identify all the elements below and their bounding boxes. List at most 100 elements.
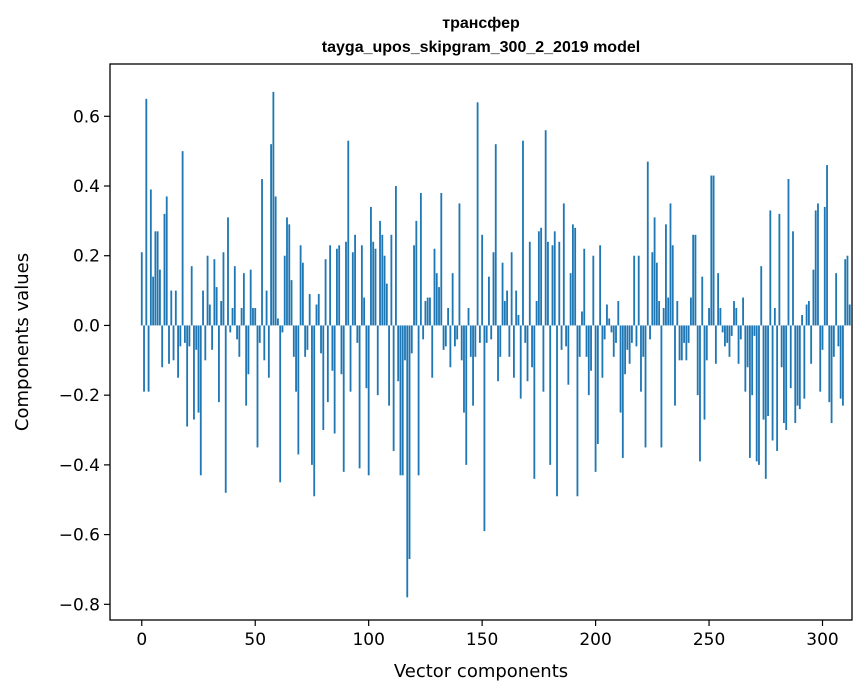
bar (710, 175, 713, 326)
bar (168, 325, 170, 364)
bar (140, 252, 143, 326)
bar (193, 325, 195, 420)
bar (286, 217, 288, 326)
bar (424, 301, 427, 326)
bar (594, 325, 597, 472)
bar (406, 325, 409, 598)
bar (456, 325, 459, 340)
bar (218, 325, 220, 403)
bar (215, 287, 218, 326)
bar (156, 231, 159, 326)
bar (699, 325, 701, 462)
bar (247, 325, 250, 375)
x-tick-label: 100 (352, 630, 384, 650)
bar (497, 325, 499, 382)
bar (186, 325, 189, 427)
bar (528, 241, 531, 326)
bar (478, 325, 481, 343)
bar (145, 98, 148, 326)
chart-subtitle: tayga_upos_skipgram_300_2_2019 model (322, 39, 640, 56)
bar (701, 276, 704, 326)
bar (444, 325, 447, 347)
bar (551, 245, 554, 326)
bar (660, 325, 663, 448)
bar (817, 203, 819, 326)
bar (517, 314, 520, 326)
bar (792, 231, 794, 326)
bar (610, 325, 613, 333)
bar (533, 325, 536, 479)
bar (465, 325, 468, 465)
bar (835, 273, 838, 326)
bar (360, 245, 363, 326)
bar (381, 234, 384, 326)
bar (780, 325, 783, 368)
bar (365, 325, 368, 389)
bar (624, 325, 626, 375)
bar (494, 144, 497, 326)
bar (601, 325, 604, 378)
bar (270, 144, 273, 326)
bar (195, 325, 198, 350)
bar (447, 308, 450, 326)
y-tick-label: 0.2 (73, 247, 100, 267)
bar (311, 325, 313, 465)
bar (392, 325, 395, 451)
bar (272, 91, 275, 326)
bar (429, 297, 431, 326)
bar (161, 325, 164, 368)
bar (739, 325, 742, 340)
bar (308, 294, 311, 326)
bar (576, 325, 579, 497)
y-tick-label: 0.6 (73, 107, 100, 127)
bar (571, 224, 574, 326)
bar (236, 325, 238, 340)
bar (408, 325, 411, 559)
bar (789, 325, 792, 389)
bar (612, 325, 615, 357)
bar (665, 224, 667, 326)
bar (358, 325, 361, 469)
bar (469, 325, 472, 357)
bar (197, 325, 200, 413)
bar (231, 308, 234, 326)
bar (585, 325, 588, 357)
bar (717, 273, 720, 326)
bar (719, 308, 722, 326)
bar (787, 179, 790, 326)
bar (467, 308, 470, 326)
y-tick-label: −0.6 (59, 526, 100, 546)
bar (705, 325, 708, 361)
bar (506, 290, 509, 326)
bar (703, 325, 706, 420)
bar (755, 325, 758, 462)
bar (560, 325, 563, 350)
bar (628, 325, 631, 364)
bar (760, 266, 763, 326)
bar (846, 255, 849, 326)
x-axis-label: Vector components (394, 661, 568, 682)
bar (254, 308, 257, 326)
bar (721, 325, 724, 333)
bar (342, 325, 345, 472)
bar (315, 304, 318, 326)
bar (676, 301, 679, 326)
bar (356, 325, 359, 343)
bar (499, 325, 502, 357)
bar (655, 262, 658, 326)
bar (242, 273, 245, 326)
bar (224, 325, 227, 493)
bar (617, 301, 620, 326)
bar (814, 210, 817, 326)
bar (587, 325, 590, 396)
bar (714, 325, 717, 364)
bar (728, 325, 731, 357)
bar (463, 325, 465, 413)
bar (245, 325, 248, 406)
bar (485, 325, 488, 343)
bar (599, 245, 602, 326)
bar (290, 280, 293, 326)
bar (299, 245, 302, 326)
bar (832, 325, 835, 357)
bar (592, 255, 595, 326)
